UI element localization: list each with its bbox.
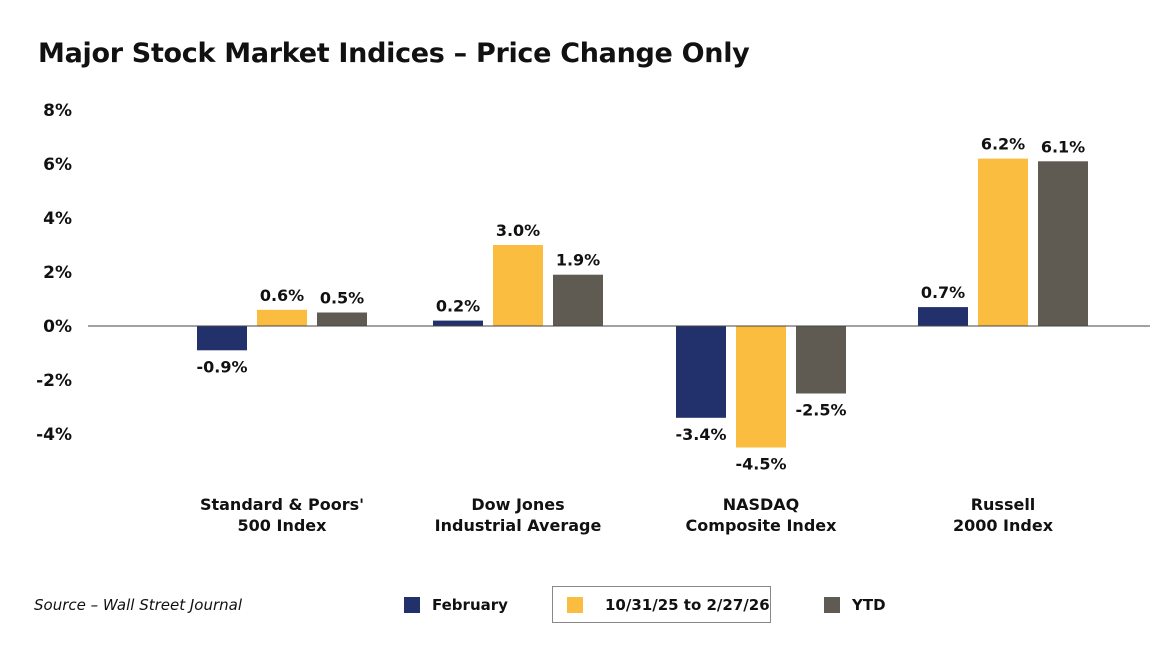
bar [676,326,726,418]
data-label: 0.7% [921,283,965,302]
y-tick-label: 0% [43,317,72,337]
bar [493,245,543,326]
bar [257,309,307,326]
category-label: Russell [971,495,1036,514]
y-tick-label: 2% [43,263,72,283]
y-tick-label: 4% [43,209,72,229]
legend-swatch-ytd [824,596,840,613]
legend-label: YTD [852,595,886,614]
data-label: 6.1% [1041,137,1085,156]
y-tick-label: -4% [36,425,72,445]
data-label: 6.2% [981,135,1025,154]
bar [197,326,247,351]
data-label: 0.6% [260,286,304,305]
bar [918,307,968,326]
bar [433,320,483,326]
bar [978,158,1028,326]
source-note: Source – Wall Street Journal [34,596,243,614]
bar [553,274,603,326]
legend-item-february: February [404,586,508,623]
y-tick-label: 8% [43,101,72,121]
bar [796,326,846,394]
category-label: 2000 Index [953,516,1054,535]
category-label: Composite Index [686,516,838,535]
category-label: NASDAQ [723,495,800,514]
legend-label: February [432,595,508,614]
y-tick-label: 6% [43,155,72,175]
category-label: Dow Jones [471,495,564,514]
bar [736,326,786,448]
data-label: 0.2% [436,297,480,316]
data-label: -3.4% [675,425,726,444]
bar [1038,161,1088,326]
legend-swatch-period [567,596,583,613]
data-label: -0.9% [196,357,247,376]
data-label: 1.9% [556,251,600,270]
y-tick-label: -2% [36,371,72,391]
chart-title: Major Stock Market Indices – Price Chang… [38,38,750,69]
category-label: 500 Index [238,516,328,535]
legend-item-ytd: YTD [824,586,886,623]
category-label: Standard & Poors' [200,495,364,514]
data-label: 0.5% [320,289,364,308]
bar [317,312,367,326]
data-label: 3.0% [496,221,540,240]
data-label: -2.5% [795,401,846,420]
legend-item-period: 10/31/25 to 2/27/26 [552,586,771,623]
legend-label: 10/31/25 to 2/27/26 [605,595,770,614]
category-label: Industrial Average [435,516,602,535]
legend-swatch-february [404,596,420,613]
data-label: -4.5% [735,455,786,474]
